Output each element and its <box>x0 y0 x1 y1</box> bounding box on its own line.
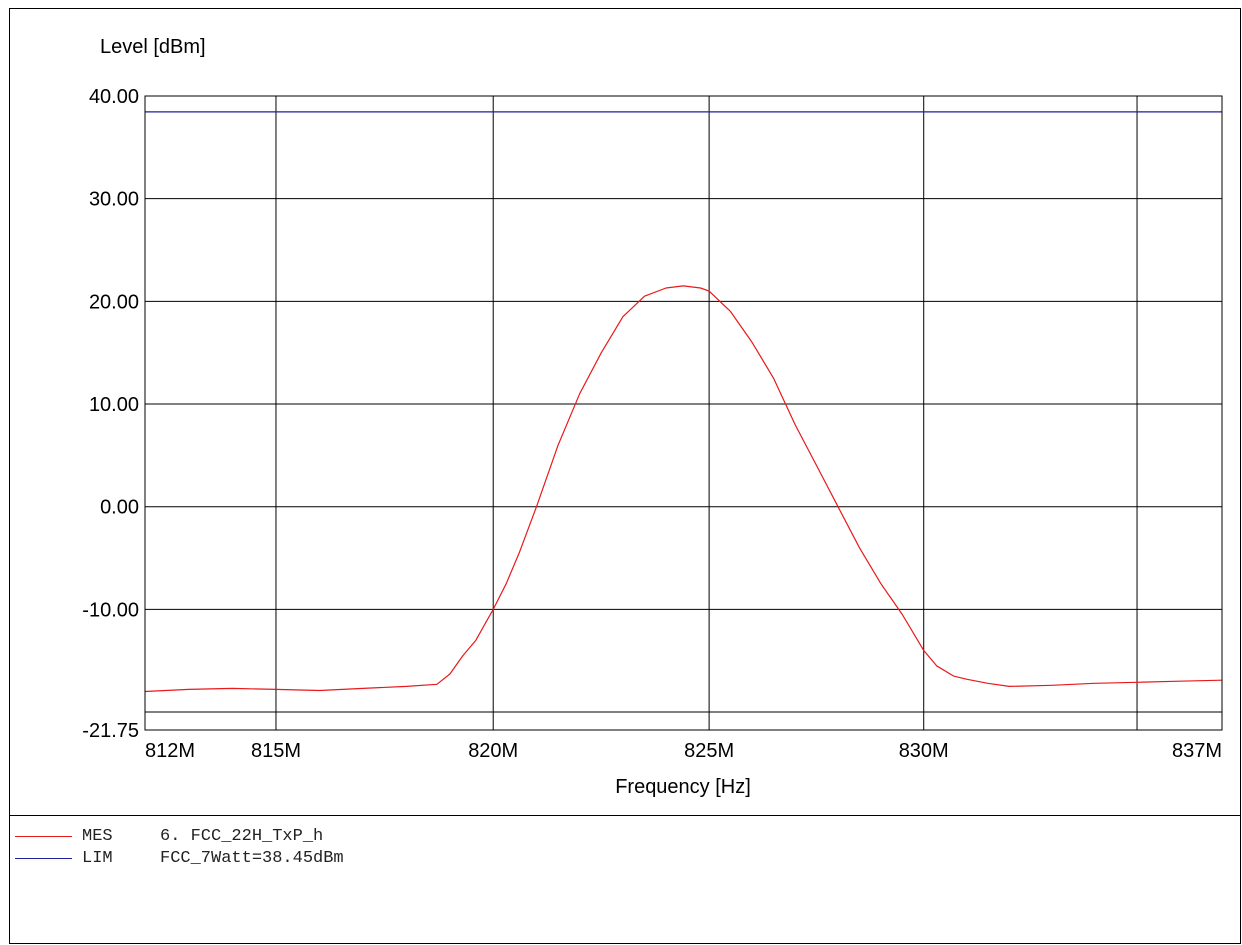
legend-swatch-mes <box>15 836 72 837</box>
legend-tag: LIM <box>82 849 113 868</box>
x-axis-label: Frequency [Hz] <box>615 776 751 798</box>
axes: 40.00 30.00 20.00 10.00 0.00 -10.00 -21.75 812M… <box>82 86 1223 762</box>
y-tick-label: 20.00 <box>89 291 139 313</box>
y-tick-label: 0.00 <box>100 497 139 519</box>
x-tick-label: 812M <box>145 740 195 762</box>
y-tick-label: -10.00 <box>82 599 139 621</box>
legend-text: FCC_7Watt=38.45dBm <box>160 849 344 868</box>
legend-divider <box>9 815 1241 816</box>
x-tick-label: 825M <box>684 740 734 762</box>
spectrum-chart: 40.00 30.00 20.00 10.00 0.00 -10.00 -21.75 812M… <box>82 36 1223 798</box>
y-tick-label: -21.75 <box>82 720 139 742</box>
x-tick-label: 830M <box>899 740 949 762</box>
grid <box>145 96 1222 730</box>
x-tick-label: 815M <box>251 740 301 762</box>
plot-frame <box>9 8 1241 944</box>
y-tick-label: 30.00 <box>89 189 139 211</box>
y-tick-label: 10.00 <box>89 394 139 416</box>
legend-tag: MES <box>82 827 113 846</box>
legend-text: 6. FCC_22H_TxP_h <box>160 827 324 846</box>
y-tick-label: 40.00 <box>89 86 139 108</box>
series-line-mes <box>144 285 1223 693</box>
y-axis-label: Level [dBm] <box>100 36 206 58</box>
x-tick-label: 820M <box>468 740 518 762</box>
plot-area-border <box>144 95 1223 731</box>
legend-swatch-lim <box>15 858 72 859</box>
x-tick-label: 837M <box>1172 740 1222 762</box>
data-lines <box>144 111 1223 693</box>
